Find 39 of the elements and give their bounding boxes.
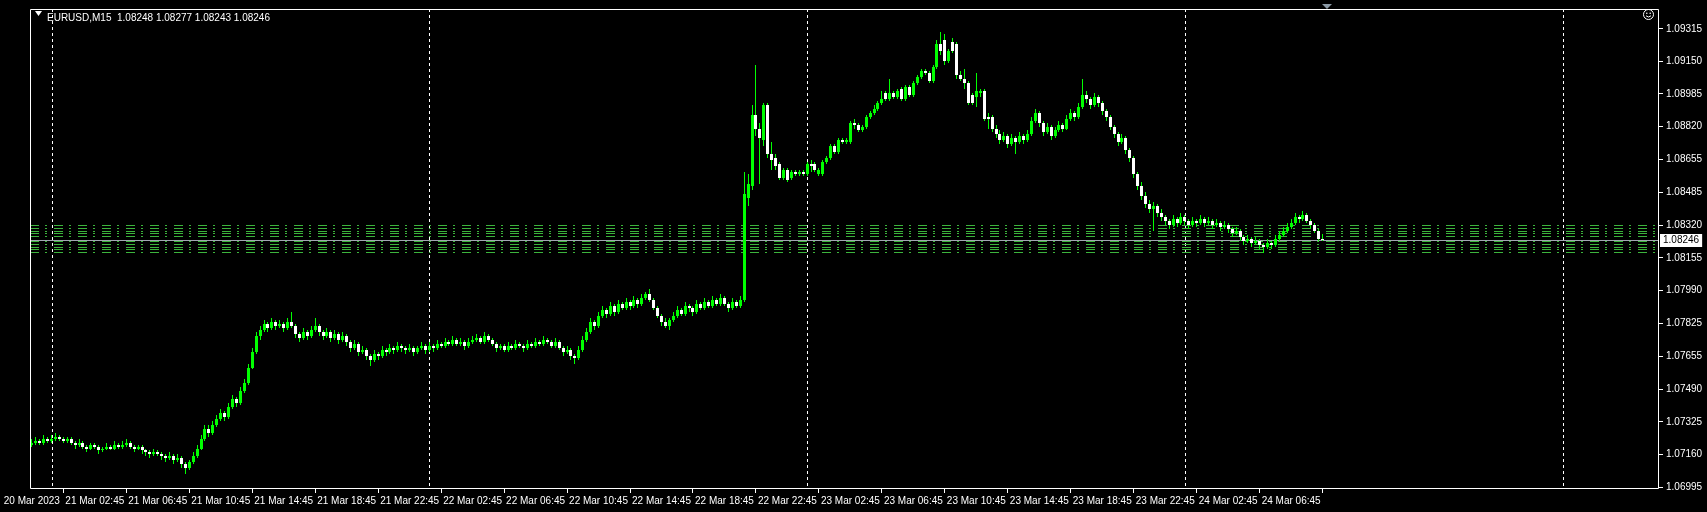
ref-line-label: 1.08246 [1663,234,1700,246]
y-tick-label: 1.07990 [1666,284,1703,296]
x-tick-label: 23 Mar 22:45 [1135,494,1196,506]
x-tick-label: 22 Mar 10:45 [569,494,629,506]
y-tick-label: 1.06995 [1666,480,1703,492]
y-tick-label: 1.09315 [1666,22,1703,34]
y-tick-label: 1.08655 [1666,152,1703,164]
x-tick-label: 21 Mar 22:45 [380,494,440,506]
y-tick-label: 1.07825 [1666,316,1703,328]
x-tick-label: 21 Mar 10:45 [191,494,251,506]
y-tick-label: 1.08985 [1666,87,1703,99]
y-tick-label: 1.07490 [1666,383,1703,394]
x-tick-label: 24 Mar 02:45 [1198,494,1259,506]
x-tick-label: 23 Mar 10:45 [946,494,1007,506]
y-tick-label: 1.08485 [1666,186,1703,198]
x-tick-label: 21 Mar 18:45 [317,494,377,506]
y-tick-label: 1.08155 [1666,251,1703,263]
y-tick-label: 1.08820 [1666,120,1703,132]
x-tick-label: 21 Mar 06:45 [128,494,188,506]
x-tick-label: 23 Mar 18:45 [1072,494,1133,506]
y-tick-label: 1.08320 [1666,219,1703,231]
x-tick-label: 21 Mar 14:45 [254,494,314,506]
x-tick-label: 24 Mar 06:45 [1261,494,1322,506]
x-tick-label: 21 Mar 02:45 [65,494,125,506]
x-tick-label: 23 Mar 06:45 [883,494,944,506]
candlestick [1152,202,1155,231]
y-tick-label: 1.07655 [1666,350,1703,362]
x-tick-label: 22 Mar 18:45 [695,494,755,506]
x-tick-label: 22 Mar 22:45 [757,494,818,506]
y-tick-label: 1.09150 [1666,55,1703,67]
x-tick-label: 22 Mar 14:45 [632,494,692,506]
x-tick-label: 23 Mar 14:45 [1009,494,1070,506]
x-tick-label: 22 Mar 02:45 [443,494,503,506]
x-tick-label: 23 Mar 02:45 [820,494,881,506]
y-tick-label: 1.07160 [1666,448,1703,460]
y-tick-label: 1.07325 [1666,415,1703,427]
chart-title: EURUSD,M15 1.08248 1.08277 1.08243 1.08246 [47,11,271,23]
x-tick-label: 22 Mar 06:45 [506,494,566,506]
x-tick-label: 20 Mar 2023 [3,494,61,506]
